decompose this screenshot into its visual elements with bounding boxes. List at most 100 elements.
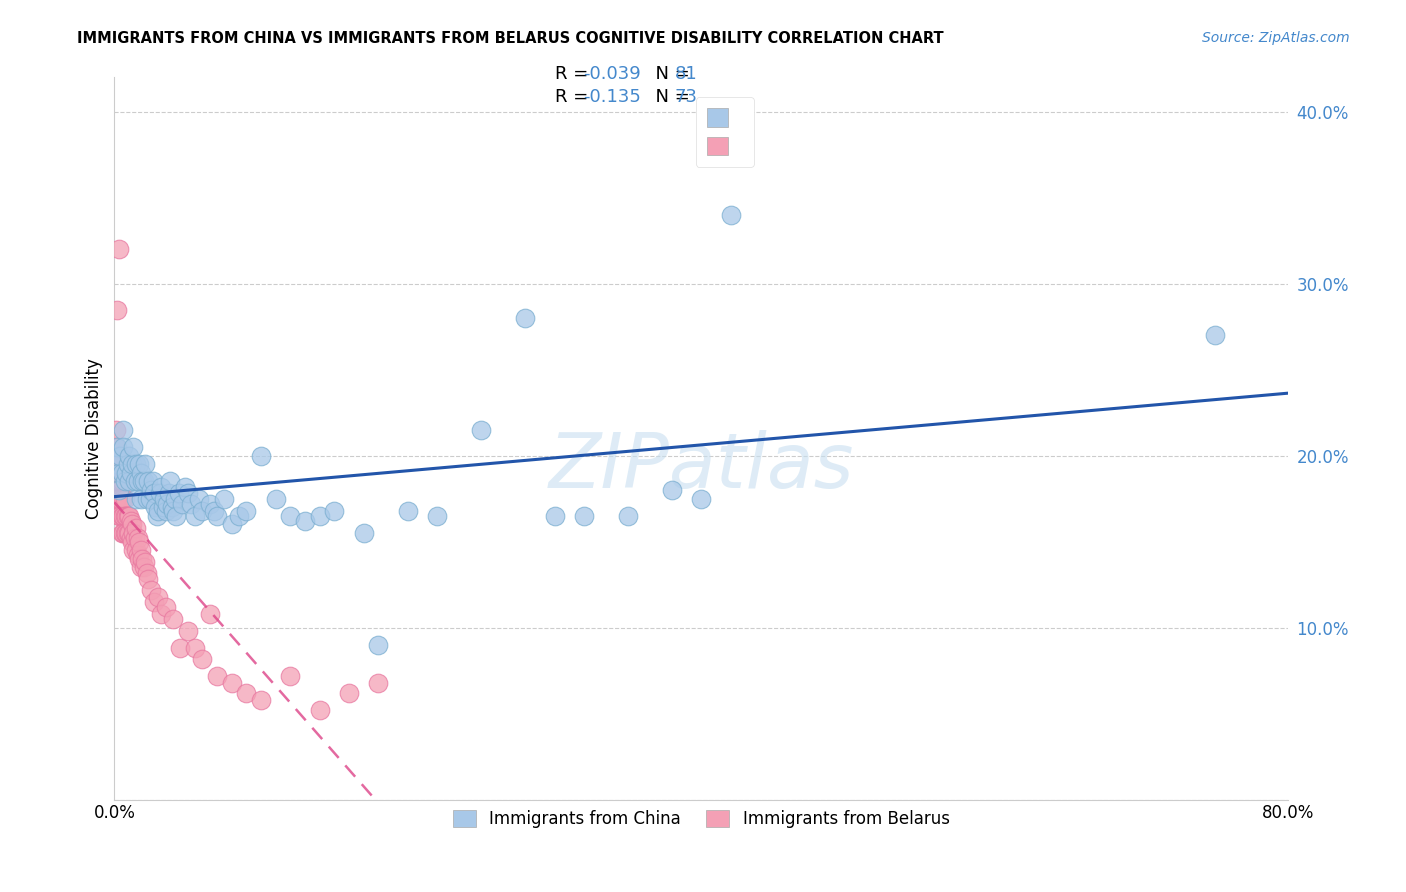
- Point: [111, 475, 134, 489]
- Point: [191, 504, 214, 518]
- Point: [177, 486, 200, 500]
- Point: [198, 607, 221, 621]
- Point: [104, 491, 127, 506]
- Text: 81: 81: [675, 65, 697, 83]
- Point: [108, 449, 131, 463]
- Point: [129, 466, 152, 480]
- Point: [128, 551, 150, 566]
- Point: [118, 475, 141, 489]
- Point: [125, 457, 148, 471]
- Text: -0.135: -0.135: [583, 88, 641, 106]
- Point: [114, 475, 136, 489]
- Point: [120, 514, 142, 528]
- Point: [191, 651, 214, 665]
- Point: [129, 491, 152, 506]
- Point: [135, 491, 157, 506]
- Point: [148, 590, 170, 604]
- Point: [111, 466, 134, 480]
- Point: [250, 693, 273, 707]
- Point: [205, 669, 228, 683]
- Point: [143, 486, 166, 500]
- Point: [124, 531, 146, 545]
- Point: [118, 508, 141, 523]
- Point: [129, 560, 152, 574]
- Point: [125, 543, 148, 558]
- Point: [294, 514, 316, 528]
- Point: [135, 566, 157, 580]
- Point: [139, 483, 162, 497]
- Point: [167, 486, 190, 500]
- Point: [112, 526, 135, 541]
- Point: [221, 517, 243, 532]
- Point: [188, 491, 211, 506]
- Point: [112, 491, 135, 506]
- Point: [142, 475, 165, 489]
- Point: [108, 243, 131, 257]
- Point: [323, 504, 346, 518]
- Point: [111, 508, 134, 523]
- Point: [128, 534, 150, 549]
- Point: [104, 475, 127, 489]
- Point: [110, 475, 132, 489]
- Point: [112, 508, 135, 523]
- Point: [125, 491, 148, 506]
- Point: [110, 491, 132, 506]
- Point: [122, 526, 145, 541]
- Point: [308, 703, 330, 717]
- Point: [169, 641, 191, 656]
- Point: [132, 560, 155, 574]
- Point: [214, 491, 236, 506]
- Point: [104, 440, 127, 454]
- Point: [117, 526, 139, 541]
- Point: [121, 457, 143, 471]
- Point: [131, 551, 153, 566]
- Point: [155, 599, 177, 614]
- Point: [111, 491, 134, 506]
- Text: 73: 73: [675, 88, 697, 106]
- Point: [134, 555, 156, 569]
- Point: [114, 508, 136, 523]
- Point: [617, 508, 640, 523]
- Text: N =: N =: [644, 88, 696, 106]
- Point: [152, 500, 174, 515]
- Point: [117, 508, 139, 523]
- Point: [280, 508, 302, 523]
- Point: [235, 504, 257, 518]
- Point: [120, 531, 142, 545]
- Point: [127, 531, 149, 545]
- Point: [163, 491, 186, 506]
- Point: [114, 526, 136, 541]
- Point: [280, 669, 302, 683]
- Point: [112, 440, 135, 454]
- Point: [121, 517, 143, 532]
- Point: [108, 508, 131, 523]
- Point: [156, 497, 179, 511]
- Point: [184, 508, 207, 523]
- Point: [122, 440, 145, 454]
- Point: [115, 466, 138, 480]
- Point: [108, 466, 131, 480]
- Point: [115, 526, 138, 541]
- Point: [353, 526, 375, 541]
- Point: [308, 508, 330, 523]
- Point: [148, 504, 170, 518]
- Point: [129, 543, 152, 558]
- Point: [136, 475, 159, 489]
- Point: [134, 457, 156, 471]
- Point: [111, 526, 134, 541]
- Point: [159, 475, 181, 489]
- Point: [110, 508, 132, 523]
- Point: [235, 686, 257, 700]
- Point: [131, 475, 153, 489]
- Point: [110, 449, 132, 463]
- Point: [104, 423, 127, 437]
- Point: [139, 582, 162, 597]
- Point: [104, 457, 127, 471]
- Point: [127, 549, 149, 563]
- Point: [661, 483, 683, 497]
- Point: [205, 508, 228, 523]
- Point: [104, 457, 127, 471]
- Point: [114, 491, 136, 506]
- Point: [180, 497, 202, 511]
- Text: Source: ZipAtlas.com: Source: ZipAtlas.com: [1202, 31, 1350, 45]
